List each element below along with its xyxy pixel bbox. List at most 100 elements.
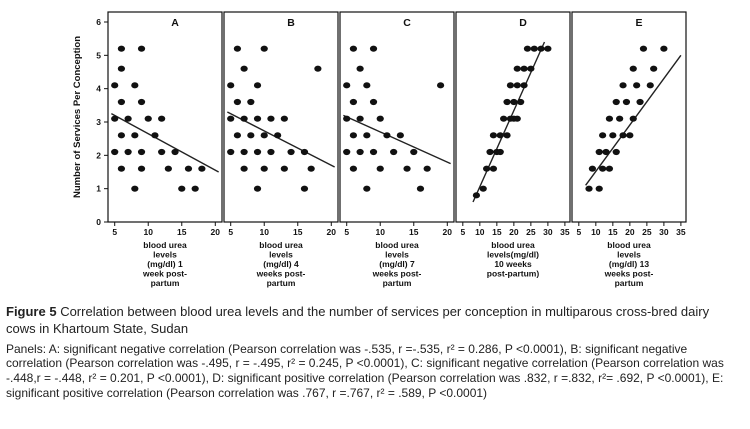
scatter-point xyxy=(356,148,364,156)
scatter-point xyxy=(349,45,358,52)
panel-frame xyxy=(107,11,223,223)
scatter-point xyxy=(349,98,358,106)
scatter-point xyxy=(588,165,597,172)
scatter-point xyxy=(111,82,119,89)
x-axis-label-line: (mg/dl) 7 xyxy=(379,259,415,269)
x-axis-label-line: levels xyxy=(153,250,177,260)
x-tick-label: 10 xyxy=(591,227,601,237)
scatter-point xyxy=(117,45,126,52)
scatter-point xyxy=(369,45,378,52)
scatter-point xyxy=(472,192,481,199)
scatter-point xyxy=(585,185,593,192)
scatter-point xyxy=(636,98,644,106)
x-axis-label-line: weeks post- xyxy=(372,269,422,279)
scatter-point xyxy=(599,132,607,139)
x-axis-label-line: levels xyxy=(269,250,293,260)
scatter-point xyxy=(520,82,528,89)
x-tick-label: 15 xyxy=(608,227,618,237)
scatter-point xyxy=(343,82,351,89)
scatter-point xyxy=(343,148,351,156)
x-axis-label-line: partum xyxy=(383,278,412,288)
x-axis-label-line: blood urea xyxy=(491,240,535,250)
scatter-point xyxy=(486,148,494,156)
x-tick-label: 25 xyxy=(526,227,536,237)
scatter-point xyxy=(198,165,206,172)
scatter-point xyxy=(253,82,262,89)
scatter-point xyxy=(178,185,186,192)
x-axis-label-line: partum xyxy=(267,278,296,288)
x-tick-label: 20 xyxy=(443,227,453,237)
panel-letter: B xyxy=(287,17,295,29)
scatter-point xyxy=(650,65,658,72)
scatter-point xyxy=(363,132,371,139)
scatter-point xyxy=(300,148,309,156)
scatter-point xyxy=(274,132,282,139)
scatter-panels-figure: 0 1 2 3 4 5 6 Number of Services Per Conception… xyxy=(72,11,687,288)
x-axis-label-line: blood urea xyxy=(607,240,651,250)
panel-frame xyxy=(223,11,339,223)
scatter-point xyxy=(233,132,242,139)
scatter-point xyxy=(513,65,521,72)
scatter-point xyxy=(349,165,358,172)
scatter-point xyxy=(267,115,275,122)
x-axis-label-line: levels xyxy=(617,250,641,260)
scatter-point xyxy=(247,98,255,106)
scatter-point xyxy=(626,132,634,139)
x-tick-label: 5 xyxy=(228,227,233,237)
scatter-point xyxy=(240,65,248,72)
scatter-point xyxy=(479,185,487,192)
scatter-point xyxy=(376,115,384,122)
scatter-point xyxy=(369,148,378,156)
trend-line xyxy=(111,113,219,173)
scatter-point xyxy=(131,185,139,192)
scatter-point xyxy=(117,165,126,172)
y-tick-label: 0 xyxy=(96,217,101,227)
scatter-point xyxy=(527,65,535,72)
scatter-point xyxy=(483,165,491,172)
x-tick-label: 20 xyxy=(625,227,635,237)
y-tick-label: 2 xyxy=(96,150,101,160)
scatter-point xyxy=(612,98,620,106)
x-axis-label-line: week post- xyxy=(142,269,187,279)
scatter-point xyxy=(343,115,351,122)
y-axis-label: Number of Services Per Conception xyxy=(72,36,83,198)
x-tick-label: 20 xyxy=(327,227,337,237)
x-axis-label-line: levels(mg/dl) xyxy=(487,250,539,260)
figure-caption: Figure 5 Correlation between blood urea … xyxy=(0,300,750,400)
scatter-point xyxy=(300,185,309,192)
scatter-point xyxy=(137,98,146,106)
scatter-point xyxy=(619,132,627,139)
scatter-point xyxy=(622,98,631,106)
scatter-point xyxy=(158,148,166,156)
scatter-point xyxy=(383,132,391,139)
scatter-point xyxy=(111,115,119,122)
scatter-point xyxy=(510,98,518,106)
scatter-point xyxy=(537,45,545,52)
scatter-point xyxy=(489,132,498,139)
scatter-point xyxy=(530,45,538,52)
scatter-point xyxy=(253,185,262,192)
x-tick-label: 15 xyxy=(177,227,187,237)
scatter-point xyxy=(520,65,528,72)
scatter-point xyxy=(111,148,119,156)
scatter-point xyxy=(151,132,159,139)
panel-letter: E xyxy=(635,17,642,29)
x-tick-label: 30 xyxy=(659,227,669,237)
scatter-point xyxy=(605,115,614,122)
panel-frame xyxy=(455,11,571,223)
x-tick-label: 10 xyxy=(475,227,485,237)
scatter-point xyxy=(349,132,358,139)
scatter-point xyxy=(513,82,521,89)
scatter-point xyxy=(137,45,146,52)
figure-details: Panels: A: significant negative correlat… xyxy=(6,341,724,400)
x-tick-label: 30 xyxy=(543,227,553,237)
x-tick-label: 10 xyxy=(260,227,270,237)
scatter-point xyxy=(363,82,371,89)
scatter-point xyxy=(131,82,139,89)
scatter-point xyxy=(117,65,126,72)
scatter-point xyxy=(646,82,654,89)
scatter-point xyxy=(191,185,199,192)
